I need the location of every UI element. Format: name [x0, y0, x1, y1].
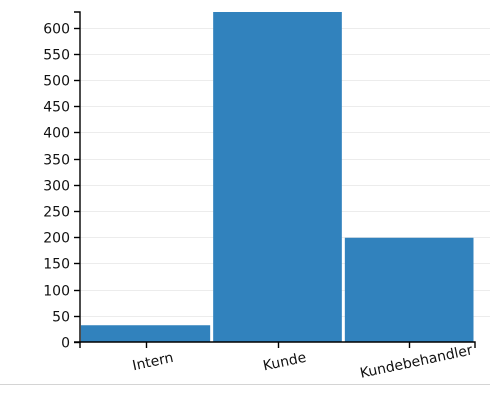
y-tick-label: 500: [43, 74, 70, 90]
x-tick-label: Intern: [131, 350, 175, 374]
y-tick-label: 50: [52, 310, 70, 326]
y-tick-label: 0: [61, 336, 70, 352]
y-tick-label: 200: [43, 231, 70, 247]
y-axis: 0 50 100 150 200 250 300 350 400 450 500 550 600: [43, 11, 81, 352]
bars: [81, 12, 474, 342]
bar-intern: [81, 325, 211, 342]
x-axis-line: [79, 341, 476, 348]
y-tick-label: 150: [43, 257, 70, 273]
bar-kundebehandler: [344, 237, 474, 342]
y-tick-label: 400: [43, 126, 70, 142]
bottom-divider: [0, 384, 490, 385]
y-tick-label: 100: [43, 284, 70, 300]
y-tick-label: 600: [43, 22, 70, 38]
y-tick-label: 450: [43, 100, 70, 116]
y-tick-label: 250: [43, 205, 70, 221]
bar-kunde: [213, 12, 342, 342]
y-tick-label: 300: [43, 179, 70, 195]
x-tick-label: Kunde: [262, 350, 308, 375]
x-axis: Intern Kunde Kundebehandler: [79, 341, 476, 382]
y-tick-label: 550: [43, 48, 70, 64]
x-tick-label: Kundebehandler: [359, 342, 475, 382]
y-tick-label: 350: [43, 153, 70, 169]
y-axis-line: [74, 11, 81, 343]
